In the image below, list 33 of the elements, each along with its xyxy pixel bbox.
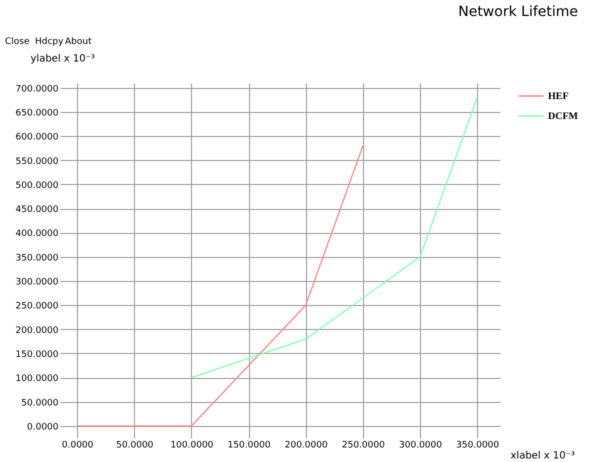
y-tick-label: 350.0000 [16, 253, 59, 264]
y-tick-label: 250.0000 [16, 302, 59, 312]
chart-title: Network Lifetime [458, 4, 578, 20]
x-tick-label: 100.0000 [170, 440, 214, 450]
x-tick-label: 350.0000 [456, 440, 500, 450]
legend-label: DCFM [548, 111, 579, 122]
x-tick-label: 200.0000 [284, 440, 328, 450]
y-tick-label: 550.0000 [16, 156, 59, 167]
y-tick-label: 150.0000 [16, 350, 59, 360]
y-tick-label: 500.0000 [16, 180, 59, 191]
y-tick-label: 700.0000 [16, 84, 59, 94]
y-tick-label: 300.0000 [16, 278, 59, 288]
x-tick-label: 300.0000 [399, 440, 442, 450]
y-tick-label: 650.0000 [16, 108, 59, 118]
x-tick-label: 50.0000 [116, 440, 154, 450]
text: About [65, 37, 92, 47]
y-tick-label: 200.0000 [16, 326, 59, 336]
line-series [190, 96, 478, 378]
x-tick-label: 0.0000 [62, 440, 94, 450]
y-tick-label: 0.0000 [27, 422, 59, 432]
x-tick-label: 150.0000 [228, 440, 271, 450]
text: Hdcpy [35, 37, 64, 47]
y-tick-label: 400.0000 [16, 229, 59, 240]
line-series [76, 145, 364, 427]
y-tick-label: 50.0000 [21, 398, 59, 408]
y-tick-label: 600.0000 [16, 132, 59, 143]
x-axis-title: xlabel x 10⁻³ [510, 450, 575, 462]
y-tick-label: 450.0000 [16, 205, 59, 216]
y-tick-label: 100.0000 [16, 374, 59, 384]
text: Close [5, 37, 30, 47]
x-tick-label: 250.0000 [342, 440, 386, 450]
legend-label: HEF [548, 91, 569, 102]
y-axis-title: ylabel x 10⁻³ [30, 54, 95, 64]
